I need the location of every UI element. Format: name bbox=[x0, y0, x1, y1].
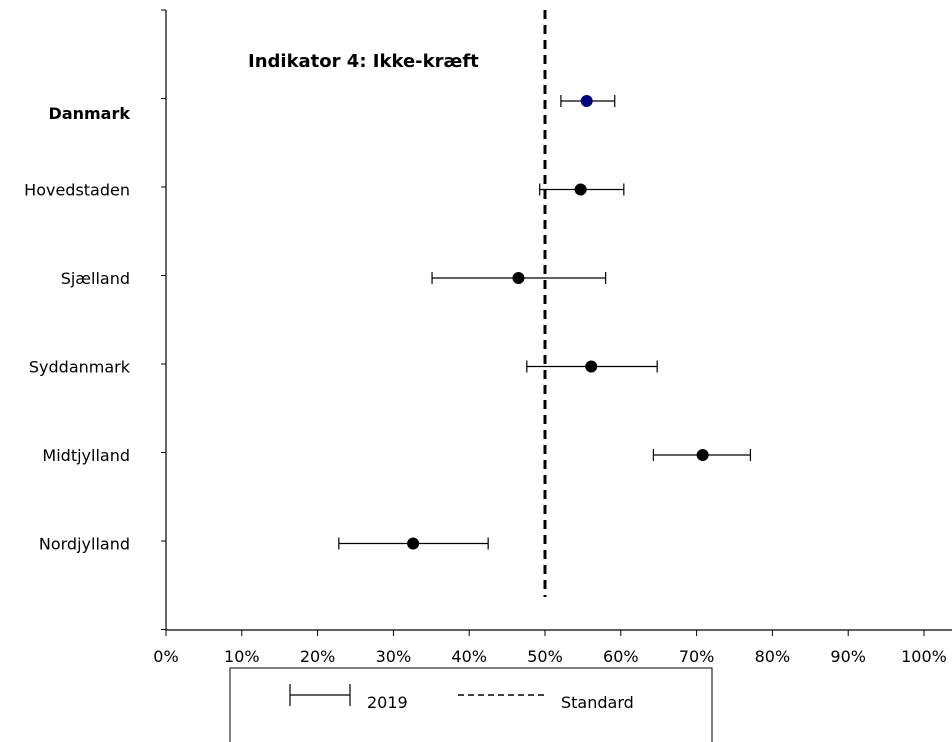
data-point bbox=[574, 183, 587, 196]
legend: 2019 Standard bbox=[229, 667, 713, 742]
x-axis-tick-label: 10% bbox=[224, 647, 260, 666]
legend-box bbox=[229, 667, 713, 742]
x-axis-tick-label: 0% bbox=[153, 647, 178, 666]
category-label: Syddanmark bbox=[29, 358, 131, 377]
category-label: Sjælland bbox=[61, 269, 130, 288]
data-point bbox=[407, 537, 420, 550]
x-axis-tick-label: 70% bbox=[679, 647, 715, 666]
x-axis-tick-label: 100% bbox=[901, 647, 947, 666]
x-axis-tick-label: 60% bbox=[603, 647, 639, 666]
category-label: Danmark bbox=[49, 104, 131, 123]
x-axis-tick-label: 40% bbox=[451, 647, 487, 666]
x-axis-tick-label: 30% bbox=[376, 647, 412, 666]
data-point bbox=[580, 95, 593, 107]
data-points bbox=[407, 95, 709, 550]
x-axis-tick-label: 90% bbox=[830, 647, 866, 666]
data-point bbox=[585, 360, 598, 373]
category-label: Nordjylland bbox=[39, 535, 130, 554]
data-point bbox=[512, 272, 525, 284]
x-axis-tick-label: 80% bbox=[755, 647, 791, 666]
category-labels: Danmark Hovedstaden Sjælland Syddanmark Midt… bbox=[24, 104, 131, 554]
x-axis-ticks bbox=[165, 630, 925, 636]
category-label: Midtjylland bbox=[42, 446, 130, 465]
chart-axes bbox=[165, 10, 952, 631]
data-point bbox=[696, 449, 709, 461]
category-label: Hovedstaden bbox=[24, 181, 130, 200]
legend-label-series: 2019 bbox=[367, 693, 408, 712]
x-axis-tick-labels: 0% 10% 20% 30% 40% 50% 60% 70% 80% 90% 100% bbox=[153, 647, 947, 666]
y-axis-ticks bbox=[161, 9, 166, 630]
x-axis-tick-label: 50% bbox=[527, 647, 563, 666]
x-axis-tick-label: 20% bbox=[300, 647, 336, 666]
legend-label-standard: Standard bbox=[561, 693, 634, 712]
chart-title: Indikator 4: Ikke-kræft bbox=[248, 51, 479, 72]
